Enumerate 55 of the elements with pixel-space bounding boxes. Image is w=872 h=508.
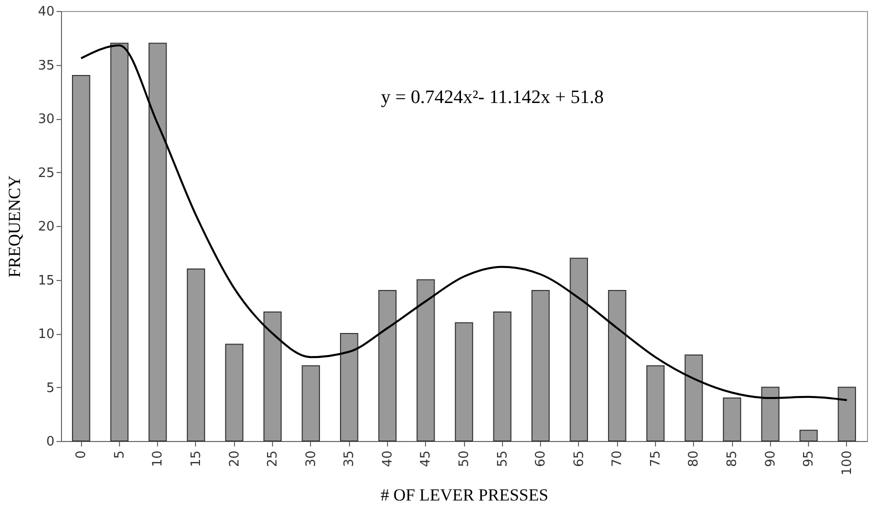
x-tick-label: 25 bbox=[266, 450, 281, 468]
x-tick-label: 40 bbox=[380, 450, 396, 468]
bar bbox=[148, 42, 167, 442]
y-tick-label: 40 bbox=[38, 4, 54, 20]
x-tick-label: 5 bbox=[112, 450, 128, 459]
y-axis-title: FREQUENCY bbox=[4, 175, 24, 278]
bar bbox=[761, 386, 780, 442]
y-tick-label: 10 bbox=[38, 327, 54, 342]
x-tick-label: 85 bbox=[725, 450, 740, 468]
y-tick-label: 30 bbox=[38, 112, 54, 127]
x-tick-label: 75 bbox=[648, 450, 664, 468]
bar bbox=[799, 430, 818, 442]
x-tick-label: 90 bbox=[763, 450, 778, 468]
annotation: y = 0.7424x²- 11.142x + 51.8 bbox=[381, 87, 604, 108]
bar bbox=[302, 365, 320, 442]
bar bbox=[684, 354, 703, 442]
bar bbox=[186, 268, 206, 442]
x-tick-label: 35 bbox=[342, 450, 358, 468]
bar bbox=[416, 279, 435, 442]
x-tick-label: 0 bbox=[74, 450, 90, 459]
bar bbox=[608, 290, 626, 442]
x-tick-label: 55 bbox=[495, 450, 510, 468]
bar bbox=[570, 258, 588, 442]
x-tick-label: 30 bbox=[304, 450, 319, 468]
y-tick-label: 25 bbox=[38, 166, 54, 181]
x-tick-label: 50 bbox=[457, 450, 472, 468]
y-tick-label: 15 bbox=[38, 273, 54, 288]
x-tick-label: 10 bbox=[150, 450, 166, 468]
bar bbox=[722, 398, 742, 442]
x-axis-title: # OF LEVER PRESSES bbox=[380, 485, 548, 504]
bar bbox=[493, 312, 512, 442]
x-tick-label: 100 bbox=[840, 450, 855, 476]
bar bbox=[110, 42, 129, 442]
bar bbox=[454, 322, 474, 442]
x-tick-label: 15 bbox=[188, 450, 204, 468]
bar bbox=[263, 312, 282, 442]
y-tick-label: 5 bbox=[46, 380, 54, 396]
bar bbox=[838, 386, 856, 442]
x-tick-label: 20 bbox=[227, 450, 242, 468]
x-tick-label: 45 bbox=[418, 450, 434, 468]
y-tick-label: 35 bbox=[38, 58, 54, 74]
bar bbox=[225, 344, 244, 442]
x-tick-label: 70 bbox=[610, 450, 626, 468]
bar bbox=[72, 75, 90, 442]
bar bbox=[531, 290, 550, 442]
bar bbox=[378, 290, 397, 442]
x-tick-label: 80 bbox=[686, 450, 702, 468]
bar bbox=[646, 365, 665, 442]
x-tick-label: 60 bbox=[534, 450, 549, 468]
y-tick-label: 0 bbox=[46, 434, 54, 450]
x-tick-label: 65 bbox=[572, 450, 587, 468]
line-series bbox=[80, 44, 848, 402]
bar bbox=[340, 333, 358, 442]
y-tick-label: 20 bbox=[38, 220, 54, 234]
x-tick-label: 95 bbox=[802, 450, 817, 468]
